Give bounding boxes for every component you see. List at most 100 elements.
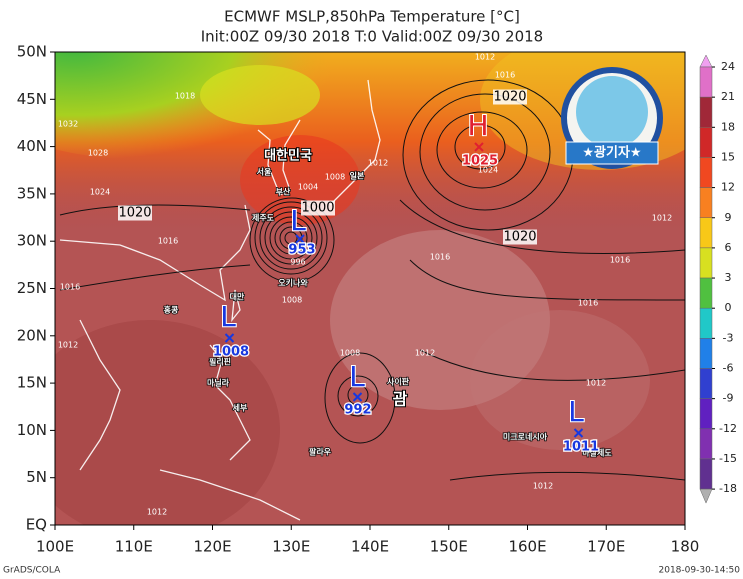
place-label: 마샬제도 xyxy=(582,448,612,458)
isobar-label: 1000 xyxy=(301,201,334,216)
lat-label: 35N xyxy=(17,184,47,202)
colorbar-segment xyxy=(699,398,713,430)
colorbar-label: 3 xyxy=(725,271,732,284)
lat-label: 5N xyxy=(26,468,47,486)
lat-label: 50N xyxy=(17,43,47,61)
isobar-label: 996 xyxy=(290,258,305,267)
isobar-label: 1008 xyxy=(340,349,360,358)
lat-label: 25N xyxy=(17,279,47,297)
colorbar-arrow xyxy=(699,54,713,68)
place-label: 대한민국 xyxy=(264,148,312,164)
isobar-label: 1008 xyxy=(325,173,345,182)
lat-label: 15N xyxy=(17,374,47,392)
system-pressure: 992 xyxy=(344,403,371,418)
place-label: 미크로네시아 xyxy=(503,432,548,442)
isobar-label: 1016 xyxy=(158,237,178,246)
system-pressure: 1008 xyxy=(213,345,249,360)
isobar-label: 1018 xyxy=(175,92,195,101)
place-label: 필리핀 xyxy=(209,357,231,367)
colorbar-label: -12 xyxy=(719,422,737,435)
isobar-label: 1016 xyxy=(610,256,630,265)
isobar-label: 1016 xyxy=(578,299,598,308)
isobar-label: 1016 xyxy=(60,283,80,292)
system-letter: L xyxy=(568,395,584,428)
colorbar-segment xyxy=(699,217,713,249)
lon-label: 160E xyxy=(508,538,546,556)
colorbar-arrow xyxy=(699,488,713,504)
colorbar-label: 21 xyxy=(721,90,735,103)
lat-label: 40N xyxy=(17,137,47,155)
lon-label: 130E xyxy=(272,538,310,556)
badge-text: ★광기자★ xyxy=(582,146,641,161)
colorbar-label: -9 xyxy=(723,392,734,405)
lon-label: 140E xyxy=(351,538,389,556)
isobar-label: 1016 xyxy=(495,71,515,80)
colorbar-label: 24 xyxy=(721,60,735,73)
isobar-label: 1012 xyxy=(475,53,495,62)
system-pressure: 1011 xyxy=(563,440,599,455)
system-pressure: 1025 xyxy=(462,154,498,169)
isobar-label: 1024 xyxy=(478,166,498,175)
isobar-label: 1012 xyxy=(652,214,672,223)
isobar-label: 1012 xyxy=(147,508,167,517)
colorbar-segment xyxy=(699,127,713,158)
colorbar-label: 0 xyxy=(725,301,732,314)
place-label: 제주도 xyxy=(252,213,275,223)
colorbar-label: 15 xyxy=(721,150,735,163)
lat-label: EQ xyxy=(26,516,47,534)
colorbar-segment xyxy=(699,307,713,339)
lat-label: 10N xyxy=(17,421,47,439)
colorbar-label: 12 xyxy=(721,181,735,194)
colorbar-label: -3 xyxy=(723,331,734,344)
colorbar-segment xyxy=(699,338,713,369)
isobar-label: 1020 xyxy=(118,206,151,221)
lon-label: 120E xyxy=(193,538,231,556)
isobar-label-bg xyxy=(301,200,335,216)
place-label: 홍콩 xyxy=(164,305,179,315)
colorbar-label: 9 xyxy=(725,211,732,224)
isobar-label-bg xyxy=(118,205,152,221)
colorbar-segment xyxy=(699,96,713,128)
lon-label: 100E xyxy=(36,538,74,556)
place-label: 세부 xyxy=(233,403,248,413)
isobar-label-bg xyxy=(503,229,537,245)
isobar-label: 1012 xyxy=(58,341,78,350)
isobar-label: 1008 xyxy=(282,296,302,305)
colorbar-segment xyxy=(699,157,713,188)
title: ECMWF MSLP,850hPa Temperature [°C] xyxy=(224,8,520,26)
colorbar-segment xyxy=(699,458,713,490)
system-pressure: 953 xyxy=(288,243,315,258)
colorbar-label: 18 xyxy=(721,120,735,133)
place-label: 오키나와 xyxy=(278,278,308,288)
place-label: 부산 xyxy=(276,187,291,197)
colorbar-label: 6 xyxy=(725,241,732,254)
isobar-label: 1004 xyxy=(298,183,318,192)
colorbar-label: -15 xyxy=(719,452,737,465)
isobar-label: 1032 xyxy=(58,120,78,129)
place-label: 마닐라 xyxy=(207,378,230,388)
lon-label: 150E xyxy=(430,538,468,556)
subtitle: Init:00Z 09/30 2018 T:0 Valid:00Z 09/30 … xyxy=(201,28,543,46)
colorbar-segment xyxy=(699,428,713,460)
isobar-label: 1012 xyxy=(533,482,553,491)
badge: ★광기자★ xyxy=(561,67,663,169)
system-center xyxy=(573,428,584,438)
place-label: 괌 xyxy=(393,390,408,409)
system-letter: L xyxy=(220,300,236,333)
isobar-label: 1012 xyxy=(368,159,388,168)
colorbar-segment xyxy=(699,187,713,219)
place-label: 일본 xyxy=(350,171,365,181)
system-center xyxy=(224,333,235,343)
footer-left: GrADS/COLA xyxy=(3,566,61,576)
system-center xyxy=(352,392,363,402)
colorbar-segment xyxy=(699,368,713,399)
system-letter: L xyxy=(290,204,306,237)
lon-label: 170E xyxy=(587,538,625,556)
isobar-label-bg xyxy=(493,89,527,105)
colorbar-segment xyxy=(699,66,713,98)
isobar-label: 1020 xyxy=(503,230,536,245)
lon-label: 180 xyxy=(671,538,700,556)
system-letter: H xyxy=(467,109,488,142)
footer-right: 2018-09-30-14:50 xyxy=(659,566,741,576)
